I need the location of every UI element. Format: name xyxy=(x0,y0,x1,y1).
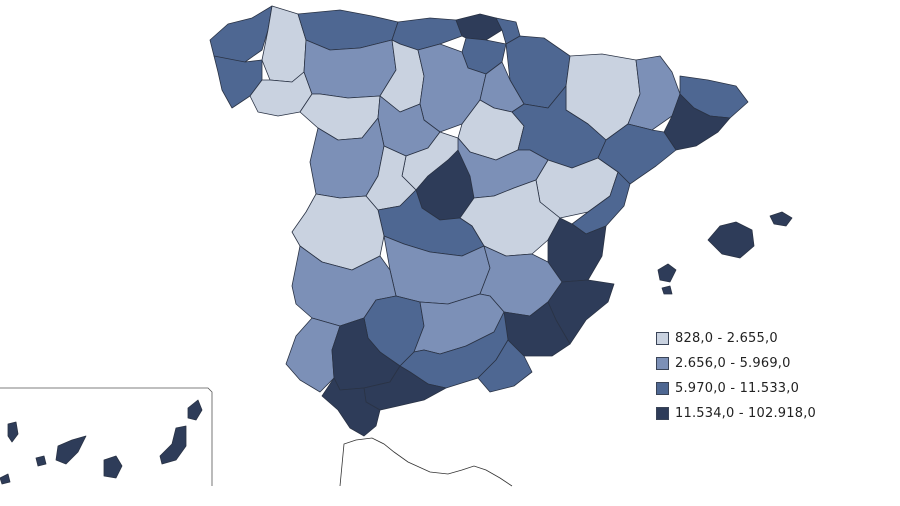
province-bizkaia[interactable] xyxy=(455,13,503,41)
legend-swatch-class-0 xyxy=(656,332,669,345)
legend-label: 5.970,0 - 11.533,0 xyxy=(675,381,800,396)
island-tenerife[interactable] xyxy=(55,435,87,465)
province-tarragona[interactable] xyxy=(597,123,677,185)
legend-swatch-class-3 xyxy=(656,407,669,420)
island-formentera[interactable] xyxy=(661,285,673,295)
legend-swatch-class-1 xyxy=(656,357,669,370)
island-lanzarote[interactable] xyxy=(187,399,203,421)
province-a-coruna[interactable] xyxy=(209,5,273,63)
province-leon[interactable] xyxy=(303,39,397,99)
province-valencia[interactable] xyxy=(547,217,607,283)
island-gran-canaria[interactable] xyxy=(103,455,123,479)
island-mallorca[interactable] xyxy=(707,221,755,259)
island-el-hierro[interactable] xyxy=(0,473,11,485)
legend-label: 11.534,0 - 102.918,0 xyxy=(675,406,817,421)
legend-label: 828,0 - 2.655,0 xyxy=(675,331,778,346)
province-barcelona[interactable] xyxy=(663,93,731,151)
island-la-palma[interactable] xyxy=(7,421,19,443)
canary-inset-frame xyxy=(0,387,213,486)
island-la-gomera[interactable] xyxy=(35,455,47,467)
province-almeria[interactable] xyxy=(477,339,533,393)
island-fuerteventura[interactable] xyxy=(159,425,187,465)
legend-item: 5.970,0 - 11.533,0 xyxy=(656,376,816,401)
island-menorca[interactable] xyxy=(769,211,793,227)
legend-label: 2.656,0 - 5.969,0 xyxy=(675,356,791,371)
province-cadiz[interactable] xyxy=(321,377,381,437)
legend-item: 2.656,0 - 5.969,0 xyxy=(656,351,816,376)
ceuta-outline xyxy=(339,437,513,487)
legend-item: 11.534,0 - 102.918,0 xyxy=(656,401,816,426)
map-legend: 828,0 - 2.655,0 2.656,0 - 5.969,0 5.970,… xyxy=(656,326,816,426)
island-ibiza[interactable] xyxy=(657,263,677,283)
legend-item: 828,0 - 2.655,0 xyxy=(656,326,816,351)
legend-swatch-class-2 xyxy=(656,382,669,395)
